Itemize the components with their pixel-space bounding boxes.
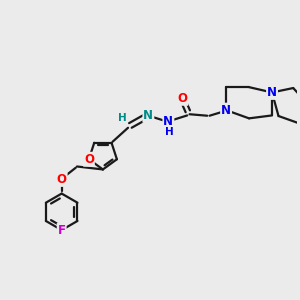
Text: H: H: [118, 113, 127, 123]
Text: N: N: [221, 103, 231, 117]
Text: F: F: [58, 224, 66, 237]
Text: N: N: [164, 116, 173, 128]
Text: N: N: [267, 86, 277, 99]
Text: O: O: [84, 153, 94, 166]
Text: O: O: [178, 92, 188, 105]
Text: N: N: [143, 109, 153, 122]
Text: O: O: [57, 173, 67, 186]
Text: H: H: [165, 127, 173, 136]
